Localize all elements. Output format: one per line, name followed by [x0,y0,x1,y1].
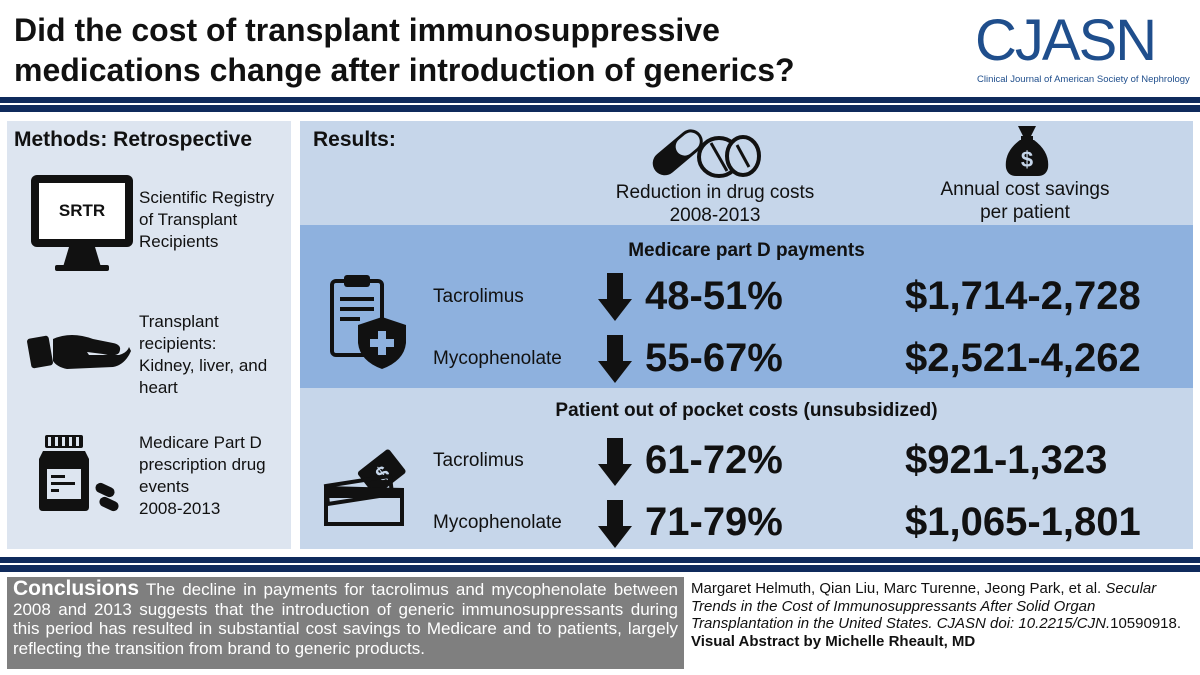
methods-item-line: heart [139,378,178,397]
header-divider [0,97,1200,112]
methods-item-line: of Transplant [139,210,238,229]
footer-divider [0,557,1200,572]
methods-item-line: prescription drug [139,455,266,474]
methods-item-line: Medicare Part D [139,433,262,452]
insurance-clipboard-icon [328,273,408,371]
cjasn-logo: CJASN Clinical Journal of American Socie… [975,10,1195,90]
money-bag-icon: $ [1002,124,1052,178]
srtr-label: SRTR [58,201,106,220]
monitor-icon: SRTR [27,171,137,281]
methods-item-line: 2008-2013 [139,499,221,518]
pill-bottle-icon [35,433,125,515]
title-line-1: Did the cost of transplant immunosuppres… [14,12,720,48]
citation-authors: Margaret Helmuth, Qian Liu, Marc Turenne… [691,580,1102,597]
column-header-line: Annual cost savings [940,179,1110,200]
methods-item-line: Scientific Registry [139,188,275,207]
methods-item-medicare: Medicare Part D prescription drug events… [139,432,266,520]
methods-item-line: recipients: [139,334,217,353]
column-header-line: 2008-2013 [669,205,761,226]
logo-text: CJASN [975,8,1157,73]
hand-icon [27,321,132,381]
methods-panel: Methods: Retrospective SRTR Scientific R… [7,121,291,549]
page-title: Did the cost of transplant immunosuppres… [14,10,914,90]
svg-text:$: $ [1021,147,1033,172]
title-line-2: medications change after introduction of… [14,52,795,88]
reduction-value: 55-67% [645,336,783,380]
section-title: Medicare part D payments [628,240,865,261]
conclusions-box: Conclusions The decline in payments for … [7,577,684,669]
drug-label: Tacrolimus [433,286,524,307]
column-header-line: Reduction in drug costs [615,182,815,203]
citation-title: Secular Trends in the Cost of Immunosupp… [691,580,1157,632]
drug-label: Mycophenolate [433,512,562,533]
results-title: Results: [313,128,396,151]
savings-value: $1,714-2,728 [905,274,1141,318]
down-arrow-icon [598,438,632,486]
methods-item-line: events [139,477,190,496]
column-header-line: per patient [980,202,1070,223]
conclusions-text: The decline in payments for tacrolimus a… [13,580,679,658]
drug-label: Tacrolimus [433,450,524,471]
pills-icon [645,123,763,181]
methods-item-line: Transplant [139,312,219,331]
section-title: Patient out of pocket costs (unsubsidize… [555,400,938,421]
medicare-section: Medicare part D payments Tacrolimus 48-5… [300,225,1193,388]
savings-value: $921-1,323 [905,438,1108,482]
savings-value: $1,065-1,801 [905,500,1141,544]
methods-item-line: Kidney, liver, and [139,356,268,375]
reduction-value: 61-72% [645,438,783,482]
logo-subtitle: Clinical Journal of American Society of … [977,74,1190,85]
methods-item-recipients: Transplant recipients: Kidney, liver, an… [139,311,267,399]
down-arrow-icon [598,273,632,321]
reduction-value: 71-79% [645,500,783,544]
results-panel: Results: Reduction in drug costs 2008-20… [300,121,1193,549]
methods-item-registry: Scientific Registry of Transplant Recipi… [139,187,274,253]
abstract-credit: Visual Abstract by Michelle Rheault, MD [691,632,976,650]
drug-label: Mycophenolate [433,348,562,369]
methods-item-line: Recipients [139,232,219,251]
methods-title: Methods: Retrospective [14,128,253,151]
citation: Margaret Helmuth, Qian Liu, Marc Turenne… [691,580,1196,650]
savings-value: $2,521-4,262 [905,336,1141,380]
down-arrow-icon [598,500,632,548]
conclusions-heading: Conclusions [13,577,140,600]
column-header-reduction: Reduction in drug costs 2008-2013 [600,181,830,227]
reduction-value: 48-51% [645,274,783,318]
wallet-icon: $ [320,448,412,528]
citation-doi: 10590918. [1110,615,1182,632]
down-arrow-icon [598,335,632,383]
column-header-savings: Annual cost savings per patient [910,178,1140,224]
out-of-pocket-section: Patient out of pocket costs (unsubsidize… [300,388,1193,549]
